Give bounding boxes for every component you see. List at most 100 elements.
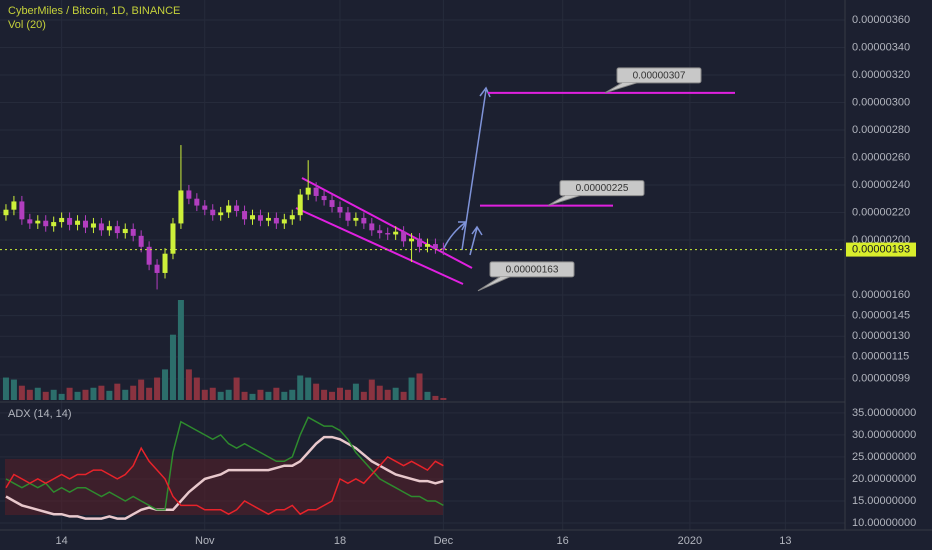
volume-bar (360, 391, 367, 400)
x-tick-label: 2020 (678, 535, 702, 547)
volume-bar (281, 391, 288, 400)
volume-bar (18, 385, 25, 400)
indicator-line (5, 435, 444, 520)
volume-bar (400, 391, 407, 400)
volume-bar (408, 377, 415, 400)
y-tick-label: 0.00000300 (852, 96, 910, 108)
candle-body (250, 215, 256, 220)
candle-body (3, 209, 9, 216)
candle-body (202, 205, 208, 210)
volume-bar (392, 387, 399, 400)
volume-bar (305, 377, 312, 400)
callout-pointer (477, 276, 511, 292)
candle-body (194, 198, 200, 206)
volume-bar (217, 391, 224, 400)
candle-body (257, 215, 263, 221)
channel-lower (295, 207, 464, 285)
y-tick-label: 15.00000000 (852, 495, 916, 507)
candle-body (401, 231, 407, 242)
y-tick-label: 0.00000145 (852, 309, 910, 321)
candle-body (385, 233, 391, 235)
callout-box (616, 67, 702, 84)
volume-bar (114, 383, 121, 400)
y-tick-label: 0.00000099 (852, 373, 910, 385)
callout-label: 0.00000163 (506, 264, 559, 275)
volume-bar (138, 379, 145, 400)
volume-bar (416, 373, 423, 400)
candle-body (178, 190, 184, 224)
y-tick-label: 0.00000260 (852, 151, 910, 163)
candle-body (377, 230, 383, 234)
candle-body (138, 235, 144, 247)
candle-body (345, 212, 351, 221)
volume-bar (130, 385, 137, 400)
candle-body (313, 187, 319, 196)
volume-bar (265, 391, 272, 400)
volume-bar (10, 379, 17, 400)
candle-body (289, 215, 295, 220)
candle-body (432, 244, 438, 249)
candle-body (242, 211, 248, 220)
y-tick-label: 0.00000280 (852, 124, 910, 136)
volume-bar (313, 383, 320, 400)
volume-bar (2, 377, 9, 400)
candle-body (27, 219, 33, 224)
candle-body (186, 190, 192, 199)
volume-bar (42, 391, 49, 400)
y-tick-label: 35.00000000 (852, 407, 916, 419)
callout-label: 0.00000307 (633, 70, 686, 81)
x-tick-label: Dec (434, 535, 454, 547)
volume-bar (98, 385, 105, 400)
callout-box (559, 180, 645, 197)
candle-body (122, 228, 128, 234)
y-tick-label: 0.00000160 (852, 289, 910, 301)
volume-bar (50, 389, 57, 400)
candle-body (154, 264, 160, 273)
candle-body (67, 217, 73, 225)
volume-bar (273, 387, 280, 400)
volume-bar (344, 389, 351, 400)
candle-body (417, 238, 423, 247)
volume-label: Vol (20) (8, 19, 46, 31)
callout-box (489, 261, 575, 278)
volume-bar (257, 389, 264, 400)
y-tick-label: 0.00000130 (852, 330, 910, 342)
volume-bar (209, 387, 216, 400)
last-price-box (846, 242, 916, 257)
volume-bar (154, 377, 161, 400)
callout-pointer (547, 195, 581, 207)
indicator-label: ADX (14, 14) (8, 408, 72, 420)
volume-bar (34, 387, 41, 400)
candle-body (265, 217, 271, 221)
volume-bar (82, 389, 89, 400)
volume-bar (185, 369, 192, 400)
indicator-line (5, 446, 444, 516)
candle-body (59, 217, 65, 223)
candle-body (19, 201, 25, 220)
volume-bar (440, 397, 447, 400)
candle-body (369, 223, 375, 231)
candle-body (82, 220, 88, 228)
volume-bar (193, 377, 200, 400)
candle-body (305, 187, 311, 195)
candle-body (130, 228, 136, 236)
volume-bar (424, 391, 431, 400)
volume-bar (225, 389, 232, 400)
volume-bar (66, 387, 73, 400)
candle-body (393, 231, 399, 235)
volume-bar (241, 391, 248, 400)
volume-bar (297, 375, 304, 400)
candle-body (329, 200, 335, 207)
volume-bar (146, 387, 153, 400)
volume-bar (162, 369, 169, 400)
candle-body (361, 217, 367, 224)
y-tick-label: 0.00000240 (852, 179, 910, 191)
candle-body (106, 226, 112, 231)
volume-bar (169, 334, 176, 400)
volume-bar (58, 393, 65, 400)
volume-bar (368, 379, 375, 400)
x-tick-label: 13 (779, 535, 791, 547)
candle-body (226, 205, 232, 213)
volume-bar (122, 389, 129, 400)
